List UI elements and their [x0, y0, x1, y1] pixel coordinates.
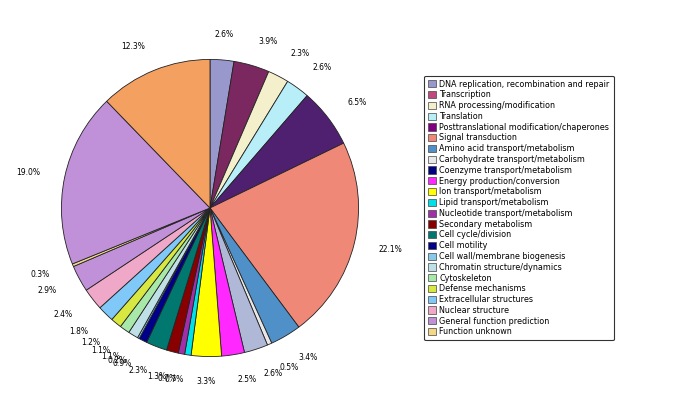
- Text: 1.3%: 1.3%: [147, 371, 166, 381]
- Text: 22.1%: 22.1%: [379, 245, 402, 254]
- Wedge shape: [139, 208, 210, 342]
- Text: 2.9%: 2.9%: [38, 286, 57, 295]
- Text: 2.4%: 2.4%: [54, 310, 73, 319]
- Text: 1.1%: 1.1%: [101, 352, 120, 361]
- Wedge shape: [120, 208, 210, 332]
- Text: 3.9%: 3.9%: [259, 37, 278, 46]
- Wedge shape: [185, 208, 210, 355]
- Text: 0.2%: 0.2%: [107, 356, 126, 365]
- Text: 1.8%: 1.8%: [69, 327, 88, 336]
- Text: 1.1%: 1.1%: [91, 346, 110, 355]
- Wedge shape: [210, 208, 267, 352]
- Text: 0.3%: 0.3%: [30, 270, 50, 280]
- Text: 2.6%: 2.6%: [264, 369, 283, 378]
- Text: 2.6%: 2.6%: [214, 30, 234, 39]
- Wedge shape: [74, 208, 210, 290]
- Text: 12.3%: 12.3%: [121, 42, 145, 51]
- Wedge shape: [178, 208, 210, 354]
- Wedge shape: [112, 208, 210, 327]
- Wedge shape: [129, 208, 210, 338]
- Text: 0.5%: 0.5%: [280, 363, 299, 372]
- Legend: DNA replication, recombination and repair, Transcription, RNA processing/modific: DNA replication, recombination and repai…: [424, 76, 614, 340]
- Wedge shape: [106, 59, 210, 208]
- Text: 3.4%: 3.4%: [299, 353, 318, 362]
- Text: 0.7%: 0.7%: [158, 374, 176, 383]
- Text: 1.2%: 1.2%: [81, 338, 100, 347]
- Wedge shape: [191, 208, 222, 357]
- Wedge shape: [62, 101, 210, 264]
- Wedge shape: [210, 208, 244, 356]
- Wedge shape: [210, 59, 234, 208]
- Wedge shape: [137, 208, 210, 339]
- Text: 0.7%: 0.7%: [164, 375, 184, 384]
- Wedge shape: [210, 143, 358, 327]
- Wedge shape: [100, 208, 210, 319]
- Text: 2.6%: 2.6%: [313, 63, 332, 72]
- Text: 3.3%: 3.3%: [196, 377, 216, 386]
- Wedge shape: [210, 208, 272, 345]
- Text: 19.0%: 19.0%: [16, 168, 40, 177]
- Wedge shape: [167, 208, 210, 353]
- Wedge shape: [210, 82, 307, 208]
- Wedge shape: [86, 208, 210, 308]
- Text: 2.3%: 2.3%: [290, 49, 309, 58]
- Wedge shape: [210, 72, 288, 208]
- Wedge shape: [210, 96, 344, 208]
- Text: 2.3%: 2.3%: [128, 366, 147, 375]
- Wedge shape: [146, 208, 210, 350]
- Text: 0.9%: 0.9%: [112, 359, 132, 368]
- Text: 6.5%: 6.5%: [348, 98, 367, 106]
- Wedge shape: [72, 208, 210, 267]
- Wedge shape: [210, 208, 299, 343]
- Text: 2.5%: 2.5%: [237, 375, 256, 384]
- Wedge shape: [210, 62, 269, 208]
